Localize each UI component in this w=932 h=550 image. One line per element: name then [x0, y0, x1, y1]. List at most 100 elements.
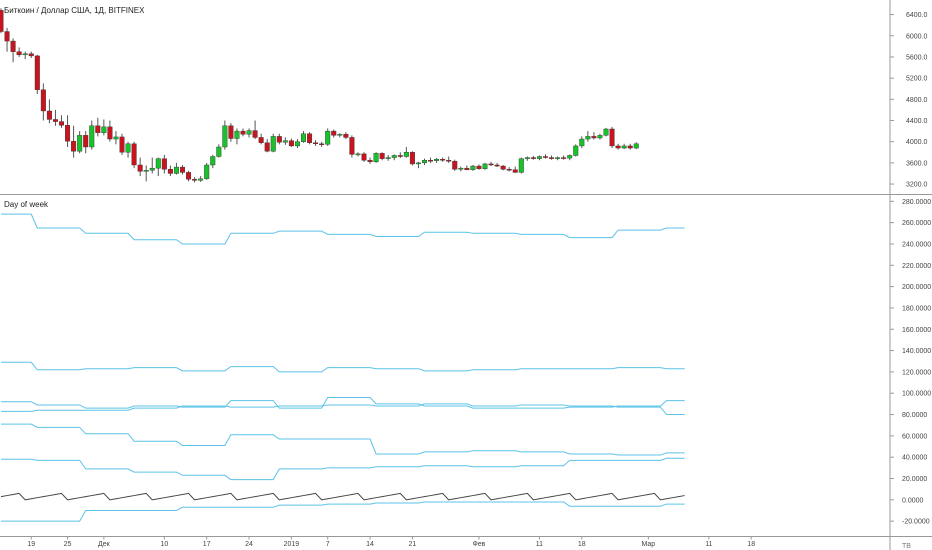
candle-up [385, 157, 391, 159]
time-axis-tick-label: 19 [27, 541, 35, 548]
candle-down [276, 136, 282, 143]
candle-up [422, 160, 428, 164]
price-axis-tick-label: 5200.0 [906, 76, 928, 83]
price-chart-title: Биткоин / Доллар США, 1Д, BITFINEX [4, 6, 145, 15]
candle-down [428, 160, 434, 162]
candle-down [46, 110, 52, 120]
candle-down [0, 10, 4, 32]
candle-down [95, 125, 101, 133]
candle-down [494, 164, 500, 167]
candle-up [246, 130, 252, 135]
indicator-series-line [1, 457, 685, 481]
candle-up [149, 167, 155, 171]
time-axis-tick-label: 2019 [284, 541, 300, 548]
indicator-axis-tick-label: 180.0000 [902, 305, 931, 312]
candle-up [294, 141, 300, 147]
candle-down [34, 55, 40, 90]
time-axis-tick-label: 25 [64, 541, 72, 548]
candle-up [270, 136, 276, 152]
candle-down [361, 153, 367, 161]
candle-down [4, 31, 10, 42]
indicator-axis-tick-label: 160.0000 [902, 327, 931, 334]
time-axis-tick-label: 14 [366, 541, 374, 548]
candle-up [77, 135, 83, 152]
candle-down [258, 137, 264, 143]
price-axis-tick-label: 5600.0 [906, 54, 928, 61]
indicator-axis-tick-label: 60.0000 [902, 433, 927, 440]
candle-down [313, 142, 319, 145]
candle-up [216, 146, 222, 157]
candle-down [83, 135, 89, 148]
candle-down [137, 164, 143, 172]
candle-down [288, 140, 294, 147]
time-axis-tick-label: Фев [472, 541, 485, 548]
indicator-pane: Day of week 280.0000 260.0000 240.0000 220.0… [0, 199, 931, 526]
time-axis-tick-label: 18 [747, 541, 755, 548]
candle-up [89, 125, 95, 148]
candle-up [173, 166, 179, 174]
indicator-axis-tick-label: -20.0000 [902, 519, 930, 526]
time-axis-tick-label: 17 [203, 541, 211, 548]
indicator-axis-tick-label: 140.0000 [902, 348, 931, 355]
candle-down [307, 133, 313, 143]
candle-down [464, 167, 470, 170]
candle-up [633, 143, 639, 149]
candle-down [264, 142, 270, 152]
indicator-axis-tick-label: 120.0000 [902, 369, 931, 376]
candle-down [500, 165, 506, 170]
indicator-series-line [1, 423, 685, 456]
time-axis-tick-label: 24 [245, 541, 253, 548]
candle-up [434, 158, 440, 161]
candle-down [40, 89, 46, 112]
candle-down [591, 136, 597, 139]
indicator-axis-tick-label: 280.0000 [902, 199, 931, 206]
candle-down [446, 160, 452, 162]
time-axis-tick-label: Дек [98, 541, 111, 548]
candle-down [512, 169, 518, 173]
tradingview-logo: ТВ [902, 543, 911, 550]
indicator-axis-tick-label: 40.0000 [902, 455, 927, 462]
indicator-series-line [1, 361, 685, 373]
candle-down [319, 143, 325, 146]
candle-up [573, 145, 579, 156]
candle-up [325, 130, 331, 145]
candle-up [210, 156, 216, 166]
candle-down [367, 160, 373, 163]
indicator-axis-tick-label: 260.0000 [902, 220, 931, 227]
candle-up [470, 165, 476, 170]
indicator-series-line [1, 396, 685, 409]
candle-up [113, 136, 119, 140]
time-axis-tick-label: 10 [160, 541, 168, 548]
candle-down [549, 157, 555, 159]
candle-down [16, 51, 22, 56]
indicator-series-line [1, 213, 685, 245]
candle-down [452, 161, 458, 170]
price-axis-tick-label: 6000.0 [906, 33, 928, 40]
time-axis-tick-label: 18 [578, 541, 586, 548]
time-axis-tick-label: 11 [536, 541, 543, 548]
candle-down [615, 145, 621, 149]
indicator-axis-tick-label: 80.0000 [902, 412, 927, 419]
time-axis-tick-label: Мар [641, 541, 655, 548]
price-axis-tick-label: 3600.0 [906, 160, 928, 167]
time-axis-tick-label: 7 [326, 541, 330, 548]
candle-up [373, 153, 379, 163]
candle-up [143, 170, 149, 172]
candle-down [107, 126, 113, 140]
time-axis-tick-label: 21 [409, 541, 417, 548]
candle-down [488, 163, 494, 166]
candle-down [252, 130, 258, 138]
price-axis-tick-label: 4400.0 [906, 118, 928, 125]
candle-up [536, 156, 542, 159]
candle-down [476, 165, 482, 169]
candle-down [119, 136, 125, 153]
candle-up [458, 167, 464, 170]
candle-up [391, 155, 397, 158]
candle-up [22, 53, 28, 56]
price-axis-tick-label: 3200.0 [906, 182, 928, 189]
candle-down [179, 166, 185, 173]
candle-up [567, 155, 573, 159]
candle-up [198, 178, 204, 181]
indicator-axis-tick-label: 0.0000 [902, 497, 924, 504]
